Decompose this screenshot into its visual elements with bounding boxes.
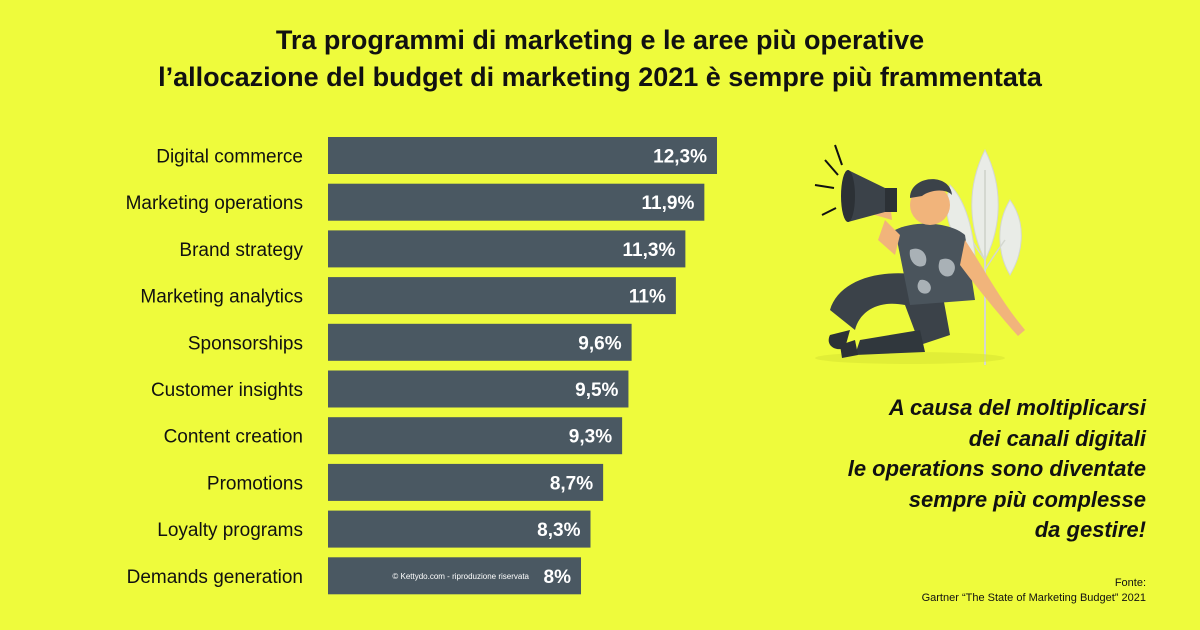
title-line-2: l’allocazione del budget di marketing 20… xyxy=(158,62,1042,92)
value-label: 8,7% xyxy=(550,473,593,494)
bar xyxy=(328,137,717,174)
megaphone-icon xyxy=(848,170,885,222)
bar xyxy=(328,277,676,315)
category-label: Brand strategy xyxy=(179,240,303,261)
value-label: 11,9% xyxy=(642,193,695,214)
category-label: Digital commerce xyxy=(156,147,303,168)
quote-line: le operations sono diventate xyxy=(847,456,1146,481)
source-text: Gartner “The State of Marketing Budget” … xyxy=(921,592,1146,604)
bar xyxy=(328,417,623,455)
chart-title: Tra programmi di marketing e le aree più… xyxy=(0,22,1200,96)
value-label: 11% xyxy=(629,287,666,308)
value-label: 11,3% xyxy=(623,240,676,261)
plant-leaf xyxy=(999,199,1022,276)
title-line-1: Tra programmi di marketing e le aree più… xyxy=(275,25,925,55)
bar xyxy=(328,370,629,408)
value-label: 12,3% xyxy=(653,147,707,168)
category-label: Content creation xyxy=(164,427,303,448)
bar xyxy=(328,510,591,548)
quote-line: A causa del moltiplicarsi xyxy=(888,395,1146,420)
bar xyxy=(328,230,686,268)
bar-chart: Digital commerce 12,3% Marketing operation… xyxy=(126,137,717,595)
bar xyxy=(328,463,604,501)
category-label: Sponsorships xyxy=(188,333,303,354)
value-label: 8,3% xyxy=(537,520,580,541)
category-label: Demands generation xyxy=(127,567,303,588)
man-torso xyxy=(895,223,975,305)
value-label: 8% xyxy=(544,567,572,588)
value-label: 9,5% xyxy=(575,380,618,401)
value-label: 9,6% xyxy=(578,333,621,354)
quote-line: sempre più complesse xyxy=(908,486,1146,512)
watermark-label: © Kettydo.com - riproduzione riservata xyxy=(392,572,529,581)
quote-text: A causa del moltiplicarsi dei canali dig… xyxy=(726,393,1146,546)
man-with-megaphone-illustration xyxy=(814,144,1025,365)
quote-line: dei canali digitali xyxy=(968,425,1146,451)
source-label: Fonte: xyxy=(1114,577,1146,589)
category-label: Customer insights xyxy=(151,380,303,401)
bar xyxy=(328,557,582,595)
category-label: Marketing analytics xyxy=(140,287,303,308)
category-label: Marketing operations xyxy=(126,193,303,214)
source-note: Fonte: Gartner “The State of Marketing B… xyxy=(922,576,1146,606)
value-label: 9,3% xyxy=(569,427,612,448)
category-label: Loyalty programs xyxy=(157,520,303,541)
bar xyxy=(328,323,632,361)
quote-line: da gestire! xyxy=(1034,517,1146,542)
category-label: Promotions xyxy=(207,473,303,494)
bar xyxy=(328,183,705,221)
